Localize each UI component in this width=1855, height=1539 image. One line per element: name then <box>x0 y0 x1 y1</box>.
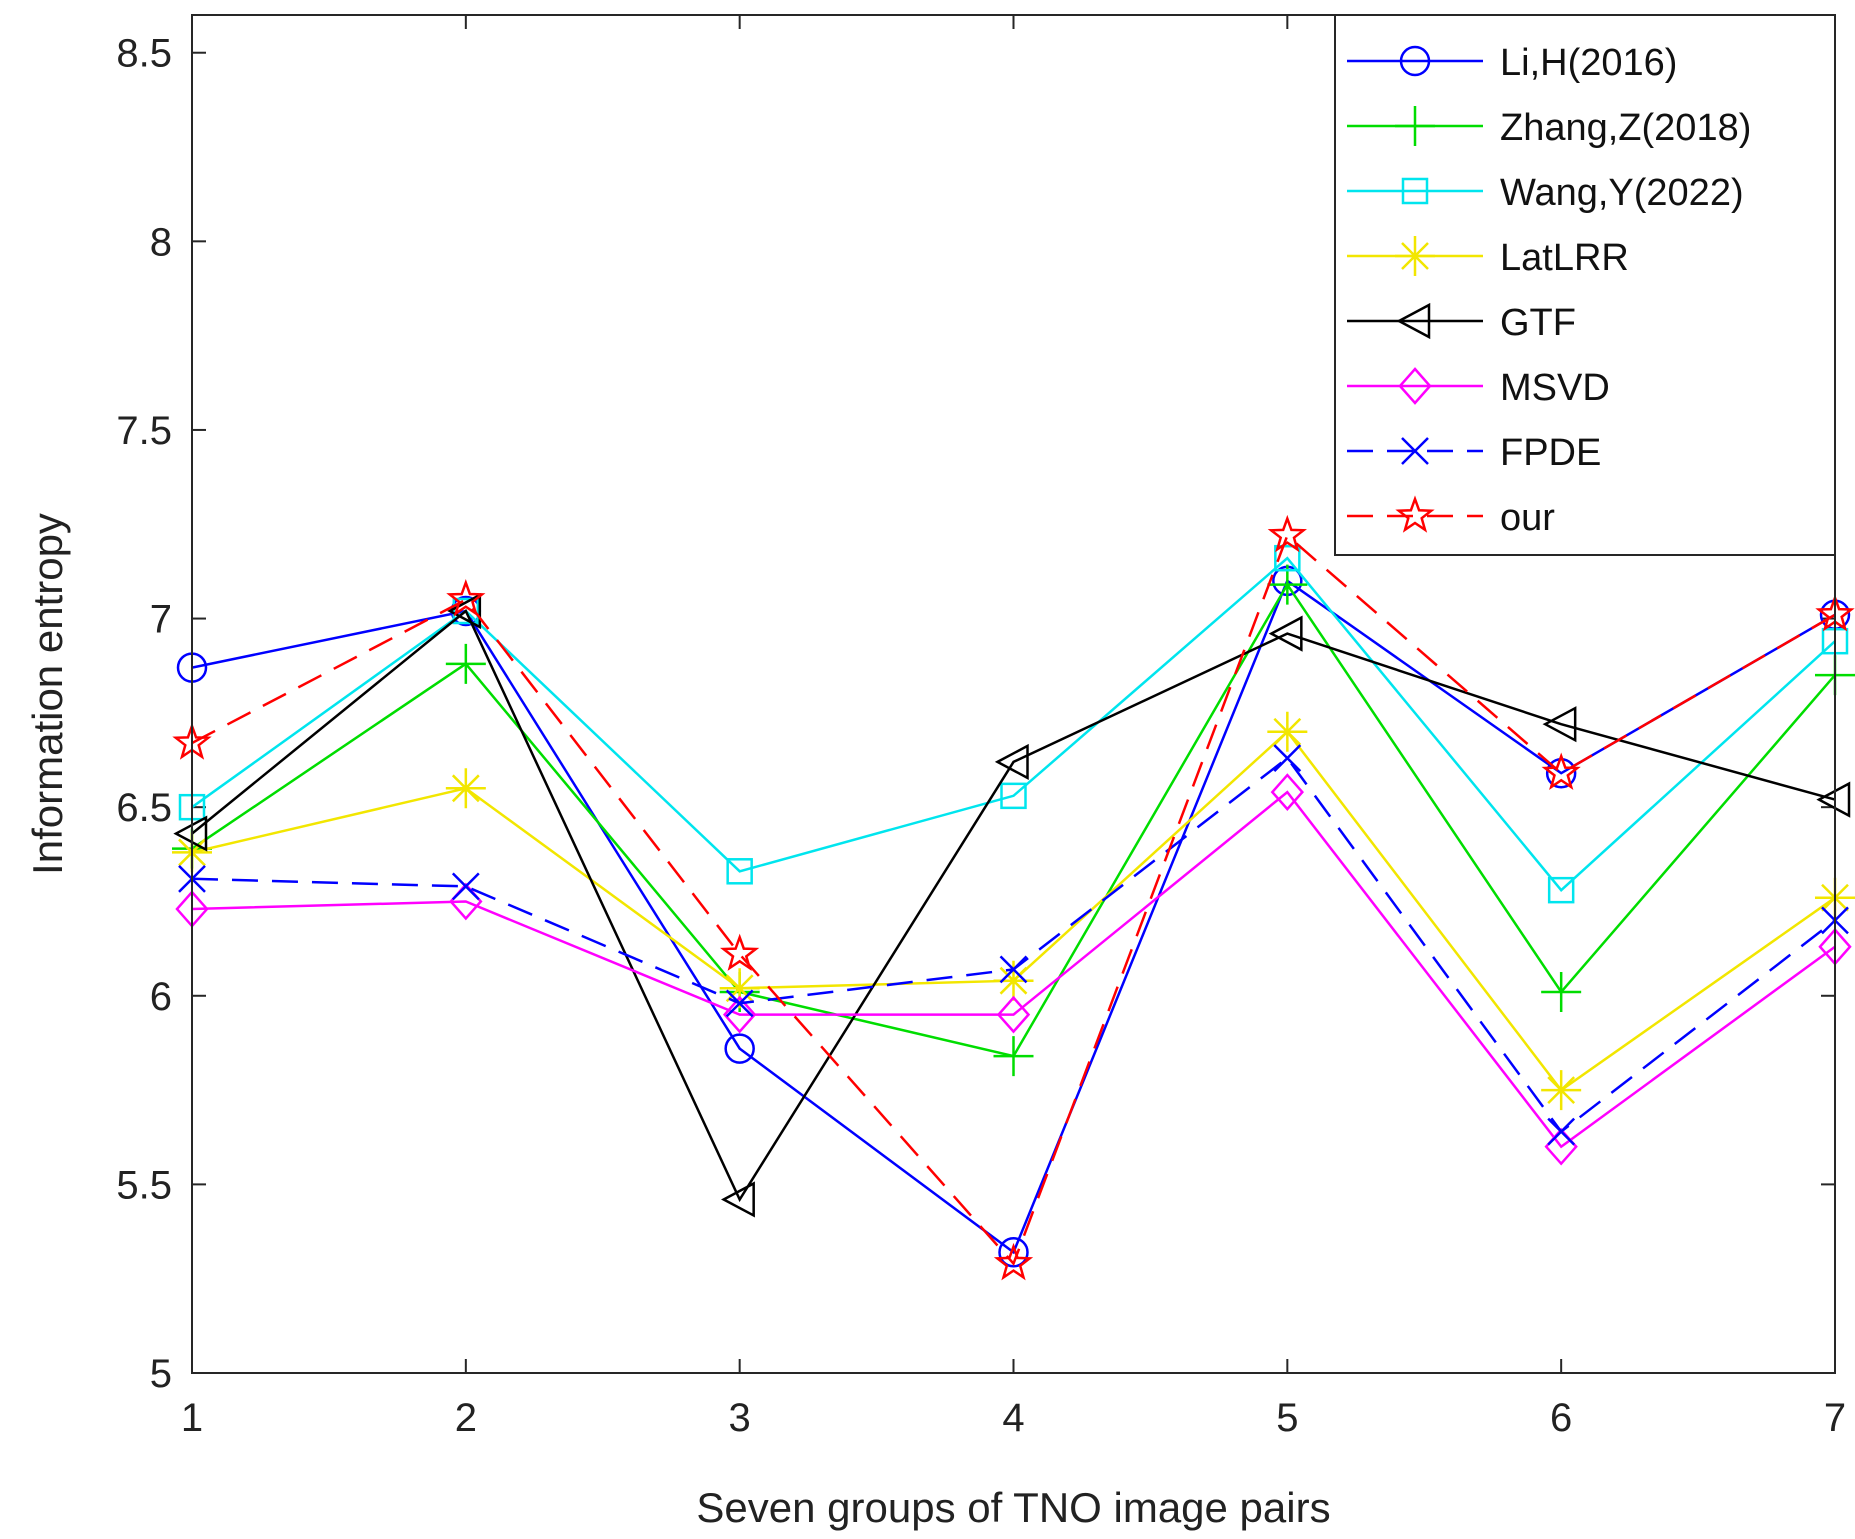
x-tick-label: 3 <box>729 1396 751 1440</box>
legend-label: MSVD <box>1500 367 1610 409</box>
y-tick-label: 8 <box>150 220 172 264</box>
data-point-marker <box>719 968 760 1009</box>
x-axis-title: Seven groups of TNO image pairs <box>696 1484 1330 1531</box>
data-point-marker <box>1541 972 1582 1013</box>
legend-item: Wang,Y(2022) <box>1347 172 1744 214</box>
legend-marker <box>1398 367 1432 405</box>
data-point-marker <box>1547 1117 1576 1146</box>
data-point-marker <box>724 1033 755 1064</box>
legend-marker <box>1395 236 1435 276</box>
data-point-marker <box>996 995 1031 1034</box>
tick-labels: 1 2 3 4 5 6 7 5 5.5 6 6.5 7 7.5 8 8.5 <box>116 32 1846 1440</box>
data-point-marker <box>726 858 753 885</box>
y-axis-title: Information entropy <box>24 513 71 875</box>
data-point-marker <box>1541 1070 1582 1111</box>
legend-marker <box>1401 437 1429 465</box>
series-line <box>191 609 1836 1203</box>
data-point-marker <box>1274 544 1301 572</box>
series-fpde <box>178 744 1849 1146</box>
data-point-marker <box>720 933 760 971</box>
x-tick-label: 6 <box>1550 1396 1572 1440</box>
data-point-marker <box>1267 514 1307 553</box>
data-point-marker <box>445 768 486 809</box>
legend-marker <box>1395 106 1435 146</box>
legend-label: Zhang,Z(2018) <box>1500 107 1751 149</box>
series-line <box>191 790 1836 1149</box>
data-point-marker <box>721 1181 755 1218</box>
y-tick-label: 7.5 <box>116 409 172 453</box>
y-tick-label: 5 <box>150 1352 172 1396</box>
legend-item: LatLRR <box>1347 236 1629 279</box>
legend-item: GTF <box>1347 302 1576 344</box>
legend-item: Zhang,Z(2018) <box>1347 106 1751 149</box>
legend-marker <box>1399 45 1431 77</box>
data-point-marker <box>999 955 1028 984</box>
legend-label: our <box>1500 497 1555 539</box>
legend-label: FPDE <box>1500 432 1601 474</box>
legend-box <box>1334 14 1836 556</box>
data-point-marker <box>1268 615 1303 652</box>
x-tick-label: 7 <box>1824 1396 1846 1440</box>
x-tick-label: 5 <box>1276 1396 1298 1440</box>
data-point-marker <box>1267 711 1308 752</box>
data-point-marker <box>725 989 754 1018</box>
series-msvd <box>175 773 1852 1166</box>
series-layer <box>172 514 1855 1281</box>
data-point-marker <box>993 1242 1034 1281</box>
x-tick-label: 4 <box>1002 1396 1024 1440</box>
data-point-marker <box>452 597 480 625</box>
x-tick-label: 2 <box>455 1396 477 1440</box>
data-point-marker <box>998 1237 1029 1268</box>
legend-label: GTF <box>1500 302 1576 344</box>
data-point-marker <box>445 643 486 684</box>
legend-item: MSVD <box>1347 367 1610 409</box>
data-point-marker <box>447 592 482 630</box>
data-point-marker <box>1547 876 1575 904</box>
legend-marker <box>1401 177 1429 205</box>
data-point-marker <box>1270 773 1305 811</box>
y-tick-label: 8.5 <box>116 32 172 76</box>
data-point-marker <box>1000 782 1027 810</box>
series-line <box>191 533 1836 1266</box>
series-gtf <box>173 592 1851 1218</box>
legend: Li,H(2016) Zhang,Z(2018) Wang,Y(2022) LatLR… <box>1334 14 1836 556</box>
data-point-marker <box>446 579 486 617</box>
legend-marker <box>1395 495 1435 533</box>
data-point-marker <box>451 872 480 901</box>
legend-item: our <box>1347 495 1555 539</box>
plot-frame <box>191 14 1836 1374</box>
legend-label: Li,H(2016) <box>1500 42 1677 84</box>
legend-label: LatLRR <box>1500 237 1629 279</box>
x-tick-label: 1 <box>181 1396 203 1440</box>
series-our <box>172 514 1855 1281</box>
legend-item: FPDE <box>1347 432 1601 474</box>
data-point-marker <box>1542 706 1577 743</box>
y-tick-label: 6 <box>150 975 172 1019</box>
legend-marker <box>1396 302 1431 340</box>
y-tick-label: 6.5 <box>116 786 172 830</box>
y-tick-label: 7 <box>150 598 172 642</box>
y-tick-label: 5.5 <box>116 1163 172 1207</box>
data-point-marker <box>993 960 1034 1001</box>
data-point-marker <box>722 995 757 1034</box>
data-point-marker <box>994 743 1029 780</box>
legend-label: Wang,Y(2022) <box>1500 172 1744 214</box>
legend-item: Li,H(2016) <box>1347 42 1677 84</box>
data-point-marker <box>993 1036 1034 1077</box>
data-point-marker <box>1541 752 1581 790</box>
data-point-marker <box>1273 744 1302 773</box>
